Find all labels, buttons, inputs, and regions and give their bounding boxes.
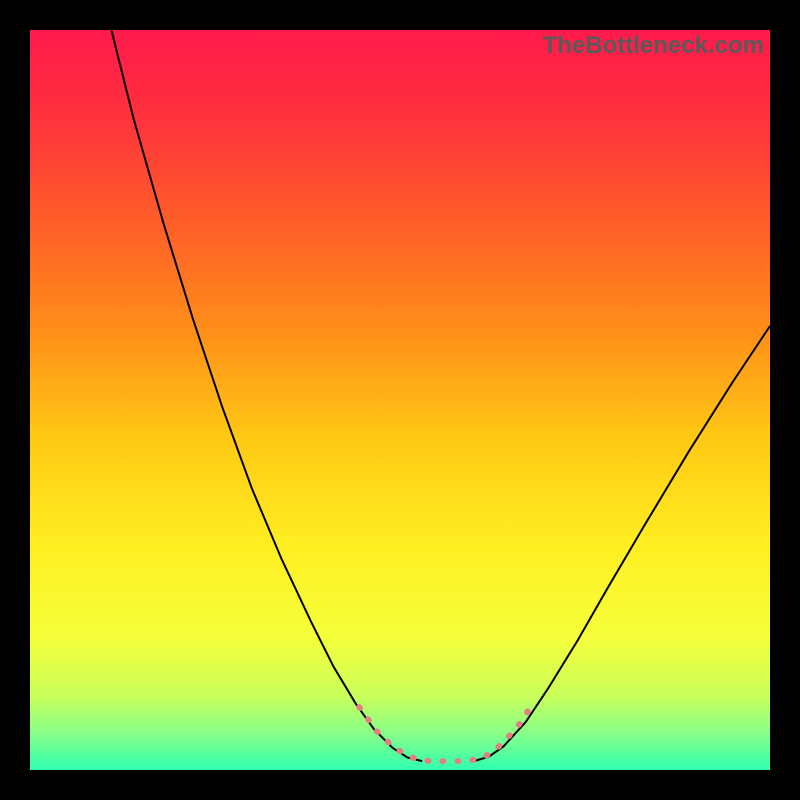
figure-canvas: TheBottleneck.com [0, 0, 800, 800]
chart-svg [30, 30, 770, 770]
curve-left [111, 30, 422, 761]
curve-right [474, 326, 770, 761]
watermark-text: TheBottleneck.com [543, 32, 764, 60]
optimal-dots [359, 707, 529, 761]
plot-area: TheBottleneck.com [30, 30, 770, 770]
